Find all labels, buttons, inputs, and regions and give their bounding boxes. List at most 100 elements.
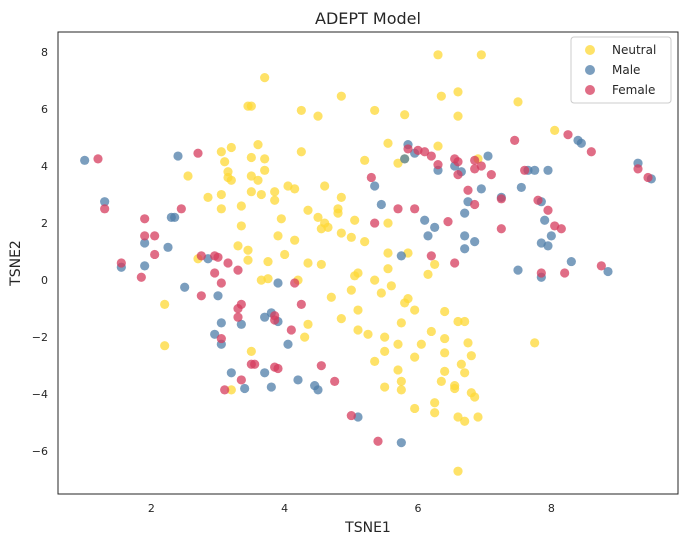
data-point xyxy=(380,332,390,342)
data-point xyxy=(543,241,553,251)
data-point xyxy=(420,215,430,225)
data-point xyxy=(433,141,443,151)
y-tick-label: −2 xyxy=(32,331,48,344)
legend-label: Male xyxy=(612,63,640,77)
data-point xyxy=(223,258,233,268)
data-point xyxy=(456,359,466,369)
data-point xyxy=(383,138,393,148)
data-point xyxy=(226,368,236,378)
plot-frame xyxy=(57,31,679,495)
data-point xyxy=(213,291,223,301)
data-point xyxy=(476,50,486,60)
data-point xyxy=(263,274,273,284)
data-point xyxy=(603,266,613,277)
data-point xyxy=(233,312,243,322)
data-point xyxy=(243,255,253,265)
data-point xyxy=(326,292,336,302)
data-point xyxy=(393,204,403,214)
y-tick-label: −6 xyxy=(32,445,48,458)
data-point xyxy=(460,368,470,378)
data-point xyxy=(140,231,150,241)
data-point xyxy=(396,251,406,261)
data-point xyxy=(426,251,436,261)
legend-label: Neutral xyxy=(612,43,656,57)
data-point xyxy=(440,348,450,358)
data-point xyxy=(430,259,440,270)
series-male xyxy=(80,135,656,448)
data-point xyxy=(196,291,206,301)
data-point xyxy=(160,341,170,351)
data-point xyxy=(376,288,386,298)
data-point xyxy=(460,208,470,218)
data-point xyxy=(563,130,573,140)
data-point xyxy=(100,197,110,207)
data-point xyxy=(216,147,226,157)
data-point xyxy=(226,142,236,153)
data-point xyxy=(290,235,300,245)
data-point xyxy=(400,110,410,120)
data-point xyxy=(290,278,300,288)
data-point xyxy=(303,319,313,329)
data-point xyxy=(170,212,180,222)
data-point xyxy=(246,171,256,181)
data-point xyxy=(270,195,280,205)
data-point xyxy=(216,189,226,200)
data-point xyxy=(430,222,440,232)
data-point xyxy=(393,339,403,349)
data-point xyxy=(470,164,480,174)
legend: Neutral Male Female xyxy=(570,36,672,104)
x-axis-label: TSNE1 xyxy=(344,520,391,536)
data-point xyxy=(250,359,260,369)
data-point xyxy=(100,204,110,214)
data-point xyxy=(410,305,420,315)
data-point xyxy=(333,208,343,218)
data-point xyxy=(370,218,380,228)
x-tick-label: 4 xyxy=(281,502,288,515)
data-point xyxy=(196,251,206,261)
data-point xyxy=(116,258,126,268)
data-point xyxy=(336,91,346,101)
data-point xyxy=(633,164,643,174)
data-point xyxy=(253,175,263,185)
data-point xyxy=(296,147,306,157)
data-point xyxy=(176,204,186,214)
data-point xyxy=(313,111,323,121)
chart-title: ADEPT Model xyxy=(315,9,421,28)
data-point xyxy=(273,231,283,241)
data-point xyxy=(140,238,150,248)
data-point xyxy=(336,228,346,238)
data-point xyxy=(530,338,540,348)
data-point xyxy=(440,306,450,317)
data-point xyxy=(316,361,326,371)
data-point xyxy=(210,268,220,278)
data-point xyxy=(433,50,443,60)
data-point xyxy=(513,265,523,275)
x-tick-label: 2 xyxy=(148,502,155,515)
data-point xyxy=(566,256,576,267)
data-point xyxy=(410,352,420,362)
data-point xyxy=(260,154,270,164)
data-point xyxy=(410,403,420,414)
data-point xyxy=(266,382,276,392)
data-point xyxy=(540,215,550,225)
data-point xyxy=(296,299,306,309)
data-point xyxy=(216,318,226,328)
data-point xyxy=(260,312,270,322)
x-tick-label: 6 xyxy=(415,502,422,515)
data-point xyxy=(543,165,553,175)
data-point xyxy=(453,87,463,97)
data-point xyxy=(463,338,473,348)
data-point xyxy=(470,237,480,247)
series-neutral xyxy=(160,50,560,476)
series-female xyxy=(93,130,653,446)
data-point xyxy=(260,368,270,378)
data-point xyxy=(520,165,530,175)
data-point xyxy=(240,383,250,394)
data-point xyxy=(233,241,243,251)
data-point xyxy=(453,466,463,476)
data-point xyxy=(300,332,310,342)
data-point xyxy=(433,160,443,170)
data-point xyxy=(370,105,380,116)
data-point xyxy=(246,187,256,197)
data-point xyxy=(440,366,450,376)
